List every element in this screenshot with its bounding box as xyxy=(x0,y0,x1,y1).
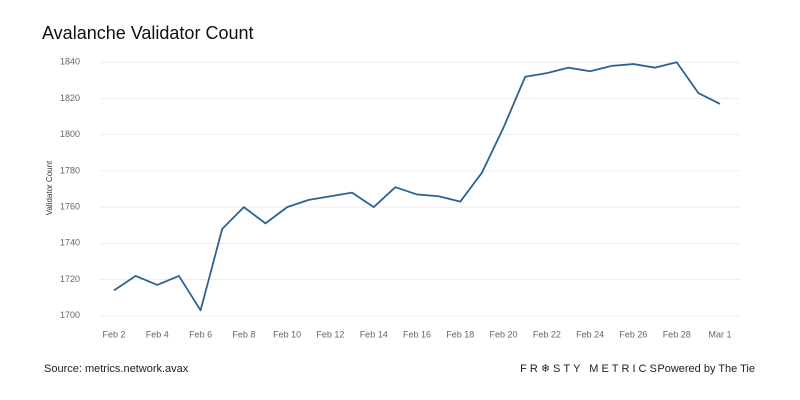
y-tick-label: 1720 xyxy=(60,274,80,284)
series-line xyxy=(113,61,721,312)
x-tick-label: Feb 12 xyxy=(316,329,344,339)
powered-by: Powered by The Tie xyxy=(657,363,755,375)
y-tick-label: 1760 xyxy=(60,201,80,211)
x-tick-label: Feb 14 xyxy=(360,329,388,339)
x-tick-label: Feb 10 xyxy=(273,329,301,339)
x-tick-label: Feb 28 xyxy=(663,329,691,339)
x-tick-label: Feb 16 xyxy=(403,329,431,339)
x-tick-label: Feb 2 xyxy=(102,329,125,339)
x-tick-label: Feb 4 xyxy=(146,329,169,339)
y-tick-label: 1700 xyxy=(60,310,80,320)
x-tick-label: Mar 1 xyxy=(708,329,731,339)
y-tick-label: 1840 xyxy=(60,57,80,67)
x-tick-label: Feb 8 xyxy=(232,329,255,339)
y-tick-label: 1740 xyxy=(60,238,80,248)
brand: FR❄STY METRICS xyxy=(520,363,660,375)
x-tick-label: Feb 26 xyxy=(619,329,647,339)
x-tick-label: Feb 22 xyxy=(533,329,561,339)
x-tick-label: Feb 20 xyxy=(490,329,518,339)
y-tick-label: 1780 xyxy=(60,165,80,175)
y-axis-label: Validator Count xyxy=(45,160,54,215)
y-tick-label: 1820 xyxy=(60,93,80,103)
source: Source: metrics.network.avax xyxy=(44,363,189,375)
x-tick-label: Feb 6 xyxy=(189,329,212,339)
y-tick-label: 1800 xyxy=(60,129,80,139)
chart-title: Avalanche Validator Count xyxy=(42,23,253,43)
x-tick-label: Feb 24 xyxy=(576,329,604,339)
x-tick-label: Feb 18 xyxy=(446,329,474,339)
